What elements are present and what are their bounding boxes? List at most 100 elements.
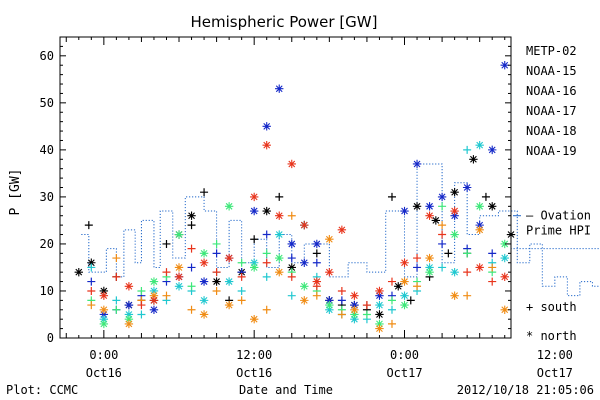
point-north	[300, 296, 309, 305]
point-south	[137, 286, 146, 295]
point-south	[463, 268, 472, 277]
point-north	[212, 277, 221, 286]
point-north	[412, 159, 422, 169]
point-north	[275, 84, 284, 93]
point-south	[187, 305, 196, 314]
point-north	[425, 253, 434, 263]
legend-item: METP-02	[526, 44, 577, 58]
x-tick-date-label: Oct16	[86, 366, 122, 380]
point-north	[199, 310, 209, 319]
point-north	[394, 282, 403, 291]
point-north	[375, 291, 384, 300]
point-north	[224, 277, 234, 286]
point-south	[463, 291, 472, 300]
point-south	[438, 221, 447, 230]
point-north	[312, 277, 322, 286]
point-north	[325, 300, 334, 310]
point-south	[137, 310, 146, 319]
point-north	[325, 296, 334, 305]
point-south	[200, 188, 209, 197]
point-south	[112, 305, 121, 314]
point-north	[312, 239, 322, 249]
point-south	[387, 192, 396, 201]
point-south	[312, 291, 321, 300]
legend: METP-02 NOAA-15 NOAA-16 NOAA-17 NOAA-18 NOAA-…	[513, 44, 591, 343]
y-tick-label: 30	[40, 190, 54, 204]
y-tick-label: 0	[47, 331, 54, 345]
point-south	[413, 254, 422, 263]
point-north	[174, 272, 184, 282]
data-points	[74, 61, 516, 333]
point-north	[287, 159, 296, 169]
point-north	[262, 140, 271, 150]
point-south	[312, 249, 321, 258]
point-north	[325, 267, 334, 277]
footer-credit: Plot: CCMC	[6, 383, 78, 397]
point-north	[450, 291, 459, 300]
point-north	[275, 253, 284, 263]
legend-ovation-line1: – Ovation	[526, 209, 591, 223]
series-noaa-17	[87, 202, 509, 329]
point-north	[375, 286, 384, 296]
point-north	[249, 258, 259, 267]
point-south	[237, 286, 246, 295]
point-north	[375, 310, 384, 319]
point-north	[469, 155, 478, 164]
y-tick-label: 60	[40, 49, 54, 63]
point-north	[450, 206, 459, 216]
point-north	[199, 249, 209, 258]
point-north	[99, 305, 109, 314]
marker-legend-item: + south	[526, 300, 577, 314]
point-north	[174, 230, 184, 239]
point-south	[444, 249, 453, 258]
point-north	[300, 282, 309, 291]
point-south	[262, 272, 271, 281]
x-tick-time-label: 0:00	[89, 348, 118, 362]
point-north	[425, 263, 434, 272]
axes: 0 10 20 30 40 50 60 0:00 Oct16 12:00 Oct16 0:00 Oct1…	[40, 37, 573, 380]
point-north	[249, 206, 259, 216]
point-north	[475, 140, 484, 150]
point-north	[488, 145, 497, 155]
point-north	[350, 314, 359, 324]
point-south	[406, 296, 415, 305]
point-south	[438, 239, 447, 248]
point-south	[488, 249, 497, 258]
point-south	[237, 296, 246, 305]
legend-ovation-line2: Prime HPI	[526, 224, 591, 238]
x-tick-date-label: Oct16	[236, 366, 272, 380]
legend-item: NOAA-15	[526, 64, 577, 78]
point-south	[287, 272, 296, 281]
point-north	[412, 202, 422, 211]
point-north	[500, 272, 509, 282]
point-south	[438, 230, 447, 239]
point-north	[249, 263, 259, 272]
point-south	[262, 305, 271, 314]
plot-frame	[59, 36, 512, 339]
point-north	[500, 61, 509, 70]
ovation-step-line	[81, 163, 600, 297]
point-south	[212, 249, 221, 258]
point-north	[99, 310, 109, 319]
point-north	[275, 211, 284, 220]
point-south	[84, 221, 93, 230]
point-south	[187, 221, 196, 230]
point-south	[262, 249, 271, 258]
point-north	[400, 258, 409, 267]
point-north	[425, 267, 434, 277]
point-north	[450, 267, 459, 277]
point-north	[275, 230, 284, 239]
point-south	[112, 254, 121, 263]
point-south	[237, 272, 246, 281]
point-north	[400, 300, 409, 310]
legend-item: NOAA-18	[526, 124, 577, 138]
point-south	[262, 230, 271, 239]
ovation-hpi-line	[81, 163, 600, 297]
point-south	[362, 301, 371, 310]
x-tick-time-label: 0:00	[390, 348, 419, 362]
x-axis-label: Date and Time	[239, 383, 333, 397]
point-north	[224, 300, 234, 310]
point-south	[162, 291, 171, 300]
point-north	[400, 291, 409, 300]
point-north	[287, 263, 296, 272]
